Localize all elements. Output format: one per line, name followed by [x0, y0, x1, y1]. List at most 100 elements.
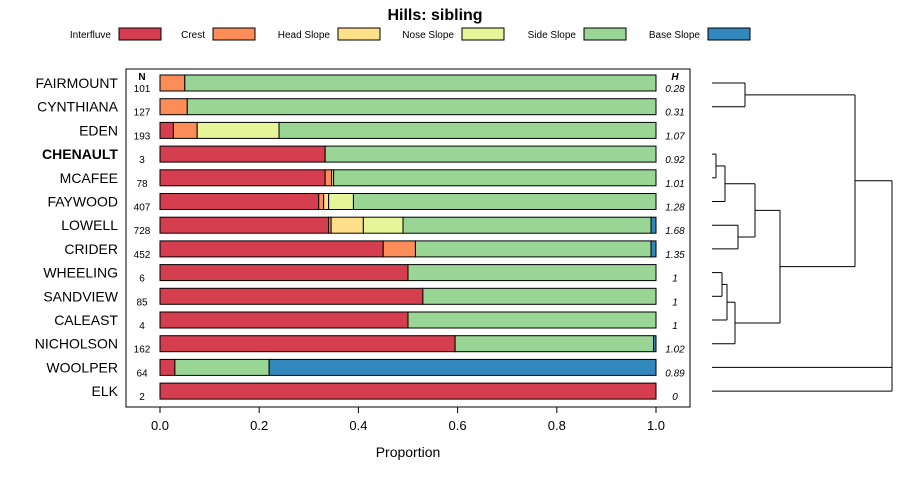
x-axis-label: Proportion [376, 444, 441, 460]
legend-label: Crest [181, 30, 205, 41]
legend-label: Base Slope [649, 30, 701, 41]
bar-segment [268, 358, 657, 376]
bar-segment [186, 98, 657, 116]
row-n-value: 193 [134, 131, 151, 142]
bar-segment [333, 169, 657, 187]
row-n-value: 78 [136, 179, 148, 190]
bar-segment [324, 145, 657, 163]
x-axis: 0.0 0.2 0.4 0.6 0.8 1.0 [151, 407, 665, 433]
bar-segment [328, 193, 354, 210]
row-h-value: 0.31 [665, 108, 684, 119]
legend: Interfluve Crest Head Slope Nose Slope Side … [70, 27, 751, 41]
plot-frame [125, 68, 691, 408]
row-label: EDEN [79, 122, 118, 138]
row-n-value: 4 [139, 321, 145, 332]
x-tick-label: 0.8 [548, 418, 566, 433]
bar-segment [402, 216, 652, 234]
row-h-value: 0.92 [665, 155, 685, 166]
bar-segment [159, 358, 176, 376]
bar-segment [407, 311, 657, 329]
bar-segment [653, 335, 657, 353]
bar-segment [318, 193, 325, 210]
bar-segment [159, 145, 326, 163]
bar-segment [407, 264, 657, 282]
row-h-value: 1.01 [665, 179, 684, 190]
row-n-value: 3 [139, 155, 145, 166]
row-label: CALEAST [54, 312, 118, 328]
h-column-header: H [671, 72, 679, 83]
row-n-value: 85 [136, 297, 148, 308]
bar-segment [324, 169, 333, 187]
row-n-value: 101 [134, 84, 151, 95]
row-label: ELK [92, 383, 119, 399]
bar-segment [454, 335, 655, 353]
dendrogram [712, 82, 893, 392]
row-n-value: 64 [136, 368, 148, 379]
row-label: CRIDER [64, 241, 118, 257]
bar-segment [159, 216, 330, 234]
row-n-value: 2 [139, 392, 145, 403]
row-label: LOWELL [61, 217, 118, 233]
bar-segment [159, 240, 384, 258]
bar-segment [159, 264, 409, 282]
row-n-value: 6 [139, 274, 145, 285]
bar-segment [330, 216, 364, 234]
row-h-value: 1 [672, 297, 678, 308]
bar-segment [159, 121, 174, 139]
x-tick-label: 0.6 [449, 418, 467, 433]
legend-swatch [212, 27, 256, 41]
row-label: WHEELING [43, 265, 118, 281]
row-n-value: 407 [134, 203, 151, 214]
row-label: SANDVIEW [43, 288, 118, 304]
bar-segment [362, 216, 404, 234]
row-h-value: 1.07 [665, 131, 685, 142]
legend-label: Nose Slope [402, 30, 454, 41]
legend-swatch [461, 27, 505, 41]
legend-swatch [707, 27, 751, 41]
bar-segment [159, 311, 409, 329]
bar-segment [414, 240, 652, 258]
bar-segment [382, 240, 416, 258]
bar-segment [159, 169, 326, 187]
bar-segment [650, 216, 657, 234]
bar-segment [172, 121, 198, 139]
row-h-value: 0.28 [665, 84, 685, 95]
x-tick-label: 0.2 [250, 418, 268, 433]
row-n-value: 452 [134, 250, 151, 261]
bar-segment [323, 193, 330, 210]
legend-swatch [583, 27, 627, 41]
row-h-value: 0 [672, 392, 678, 403]
row-h-value: 1.35 [665, 250, 685, 261]
bars-layer [159, 74, 657, 400]
bar-segment [422, 287, 657, 305]
row-h-value: 1 [672, 274, 678, 285]
bar-segment [159, 335, 456, 353]
x-tick-label: 1.0 [647, 418, 665, 433]
row-label: NICHOLSON [35, 336, 118, 352]
row-h-value: 1.02 [665, 345, 685, 356]
row-label: WOOLPER [46, 359, 118, 375]
bar-segment [159, 74, 186, 92]
row-h-value: 1.68 [665, 226, 685, 237]
bar-segment [278, 121, 657, 139]
bar-segment [159, 98, 188, 116]
bar-segment [174, 358, 270, 376]
legend-swatch [118, 27, 162, 41]
row-label: FAIRMOUNT [36, 75, 119, 91]
x-tick-label: 0.4 [349, 418, 367, 433]
row-n-value: 162 [134, 345, 151, 356]
row-label: CYNTHIANA [37, 99, 119, 115]
bar-segment [184, 74, 657, 92]
row-h-value: 1.28 [665, 203, 685, 214]
n-column-header: N [138, 72, 145, 83]
row-n-value: 127 [134, 108, 151, 119]
legend-label: Interfluve [70, 30, 112, 41]
row-h-value: 1 [672, 321, 678, 332]
row-h-value: 0.89 [665, 368, 685, 379]
bar-segment [159, 287, 424, 305]
row-label: MCAFEE [60, 170, 118, 186]
bar-segment [352, 193, 657, 210]
